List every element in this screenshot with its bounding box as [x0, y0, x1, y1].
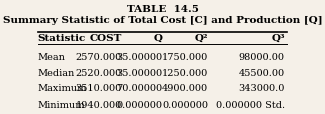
- Text: Q²: Q²: [195, 34, 208, 43]
- Text: 45500.00: 45500.00: [239, 68, 285, 77]
- Text: 0.000000: 0.000000: [162, 100, 208, 109]
- Text: 3510.000: 3510.000: [75, 84, 122, 93]
- Text: 1250.000: 1250.000: [162, 68, 208, 77]
- Text: 4900.000: 4900.000: [162, 84, 208, 93]
- Text: Q: Q: [153, 34, 162, 43]
- Text: Statistic: Statistic: [38, 34, 86, 43]
- Text: 2520.000: 2520.000: [75, 68, 122, 77]
- Text: COST: COST: [89, 34, 122, 43]
- Text: 1750.000: 1750.000: [162, 53, 208, 61]
- Text: 35.00000: 35.00000: [116, 53, 162, 61]
- Text: 2570.000: 2570.000: [75, 53, 122, 61]
- Text: Mean: Mean: [38, 53, 66, 61]
- Text: Q³: Q³: [271, 34, 285, 43]
- Text: 343000.0: 343000.0: [238, 84, 285, 93]
- Text: 1940.000: 1940.000: [75, 100, 122, 109]
- Text: Minimum: Minimum: [38, 100, 85, 109]
- Text: 35.00000: 35.00000: [116, 68, 162, 77]
- Text: Summary Statistic of Total Cost [C] and Production [Q]: Summary Statistic of Total Cost [C] and …: [3, 16, 322, 25]
- Text: Median: Median: [38, 68, 75, 77]
- Text: TABLE  14.5: TABLE 14.5: [126, 5, 199, 14]
- Text: Maximum: Maximum: [38, 84, 87, 93]
- Text: 98000.00: 98000.00: [239, 53, 285, 61]
- Text: 0.000000: 0.000000: [116, 100, 162, 109]
- Text: 70.00000: 70.00000: [116, 84, 162, 93]
- Text: 0.000000 Std.: 0.000000 Std.: [215, 100, 285, 109]
